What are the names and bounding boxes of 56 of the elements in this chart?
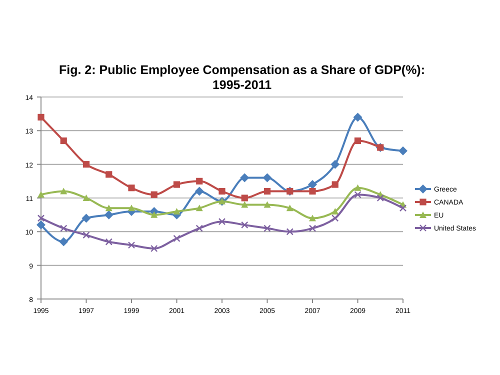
point [105,238,112,246]
point [36,220,46,230]
point [150,191,158,198]
point [286,228,294,236]
point [82,214,91,223]
point [309,188,316,195]
point [218,218,226,226]
point [82,161,90,168]
point [128,184,135,192]
point [354,137,362,144]
point [332,214,339,222]
point [264,201,271,208]
point [38,191,44,198]
point [354,184,362,191]
point [60,137,67,144]
chart-title: Fig. 2: Public Employee Compensation as a Share of GDP(%): 1995-2011 [58,63,426,92]
point [150,244,158,252]
point [354,191,362,198]
point [262,173,272,182]
point [332,208,339,214]
point [376,194,384,202]
point [196,224,203,232]
point [59,237,68,246]
point [60,224,68,232]
point [309,214,316,222]
point [264,224,271,232]
point [104,210,114,220]
point [218,188,226,195]
point [82,194,90,201]
point [150,211,158,218]
point [264,188,271,195]
point [241,221,248,229]
point [106,171,112,178]
point [128,242,136,249]
point [196,178,203,184]
point [332,181,338,188]
point [330,160,340,169]
point [173,234,180,242]
point [196,204,203,212]
point [194,186,204,196]
point [105,204,112,212]
point [173,208,180,214]
point [82,231,90,239]
point [399,204,407,212]
point [38,114,44,120]
point [241,201,248,208]
point [128,204,135,212]
point [241,194,248,202]
point [353,112,362,122]
point [398,146,408,156]
point [308,224,316,232]
point [37,214,45,222]
point [286,204,294,212]
point [240,173,250,182]
point [60,188,68,194]
point [173,181,180,188]
